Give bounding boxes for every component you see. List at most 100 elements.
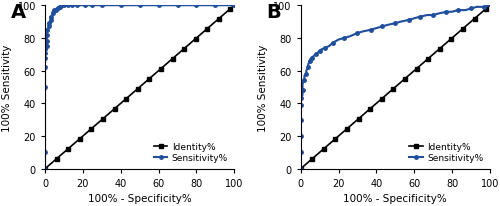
Identity% — [332, 138, 338, 140]
Sensitivity% — [298, 168, 304, 170]
Identity% — [371, 105, 377, 107]
Identity% — [460, 28, 466, 31]
Identity% — [178, 52, 184, 54]
X-axis label: 100% - Specificity%: 100% - Specificity% — [344, 193, 447, 203]
Identity% — [328, 141, 334, 144]
Identity% — [100, 118, 106, 120]
Identity% — [487, 5, 493, 7]
Identity% — [375, 101, 381, 104]
Identity% — [379, 98, 385, 100]
Identity% — [46, 164, 52, 167]
Identity% — [336, 135, 342, 137]
Identity% — [340, 131, 346, 134]
Identity% — [192, 38, 198, 41]
Sensitivity% — [406, 20, 411, 22]
Identity% — [472, 18, 478, 21]
Identity% — [112, 108, 117, 110]
Identity% — [185, 45, 191, 47]
Sensitivity% — [46, 25, 52, 27]
Identity% — [324, 144, 330, 147]
X-axis label: 100% - Specificity%: 100% - Specificity% — [88, 193, 192, 203]
Identity% — [127, 95, 133, 97]
Identity% — [220, 15, 226, 17]
Identity% — [65, 148, 71, 150]
Identity% — [224, 12, 230, 14]
Identity% — [92, 124, 98, 127]
Identity% — [476, 15, 482, 17]
Identity% — [302, 164, 308, 167]
Identity% — [394, 85, 400, 87]
Sensitivity% — [42, 73, 48, 76]
Identity% — [108, 111, 114, 114]
Identity% — [418, 65, 424, 67]
Sensitivity% — [59, 5, 65, 7]
Line: Sensitivity%: Sensitivity% — [299, 5, 492, 171]
Identity% — [464, 25, 470, 27]
Identity% — [448, 38, 454, 41]
Identity% — [356, 118, 362, 120]
Identity% — [116, 105, 121, 107]
Sensitivity% — [46, 26, 52, 29]
Identity% — [360, 115, 366, 117]
Y-axis label: 100% Sensitivity: 100% Sensitivity — [258, 44, 268, 131]
Legend: Identity%, Sensitivity%: Identity%, Sensitivity% — [408, 140, 486, 164]
Sensitivity% — [354, 33, 360, 35]
Identity% — [212, 22, 218, 24]
Identity% — [422, 61, 428, 64]
Y-axis label: 100% Sensitivity: 100% Sensitivity — [2, 44, 12, 131]
Identity% — [123, 98, 129, 100]
Identity% — [228, 8, 234, 11]
Identity% — [468, 22, 473, 24]
Identity% — [382, 95, 388, 97]
Identity% — [146, 78, 152, 81]
Identity% — [309, 158, 315, 160]
Identity% — [154, 71, 160, 74]
Identity% — [204, 28, 210, 31]
Identity% — [84, 131, 90, 134]
Identity% — [298, 168, 304, 170]
Identity% — [410, 71, 416, 74]
Identity% — [80, 135, 86, 137]
Line: Sensitivity%: Sensitivity% — [44, 5, 236, 171]
Identity% — [200, 32, 206, 34]
Identity% — [54, 158, 60, 160]
Identity% — [96, 121, 102, 124]
Identity% — [306, 161, 312, 164]
Identity% — [104, 115, 110, 117]
Identity% — [402, 78, 408, 81]
Sensitivity% — [222, 5, 228, 7]
Identity% — [142, 81, 148, 84]
Identity% — [406, 75, 412, 77]
Line: Identity%: Identity% — [299, 5, 492, 171]
Text: B: B — [266, 3, 281, 22]
Identity% — [321, 148, 327, 150]
Identity% — [216, 18, 222, 21]
Identity% — [456, 32, 462, 34]
Sensitivity% — [487, 5, 493, 7]
Identity% — [386, 91, 392, 94]
Identity% — [138, 85, 144, 87]
Identity% — [364, 111, 370, 114]
Identity% — [452, 35, 458, 37]
Sensitivity% — [368, 29, 374, 32]
Identity% — [480, 12, 486, 14]
Identity% — [162, 65, 168, 67]
Identity% — [196, 35, 202, 37]
Identity% — [69, 144, 75, 147]
Identity% — [232, 5, 237, 7]
Identity% — [73, 141, 79, 144]
Identity% — [440, 45, 446, 47]
Sensitivity% — [232, 5, 237, 7]
Identity% — [77, 138, 83, 140]
Identity% — [483, 8, 489, 11]
Sensitivity% — [336, 39, 342, 42]
Identity% — [166, 61, 172, 64]
Identity% — [131, 91, 137, 94]
Identity% — [134, 88, 140, 90]
Identity% — [42, 168, 48, 170]
Identity% — [158, 68, 164, 70]
Identity% — [367, 108, 373, 110]
Identity% — [208, 25, 214, 27]
Identity% — [62, 151, 68, 153]
Text: A: A — [11, 3, 26, 22]
